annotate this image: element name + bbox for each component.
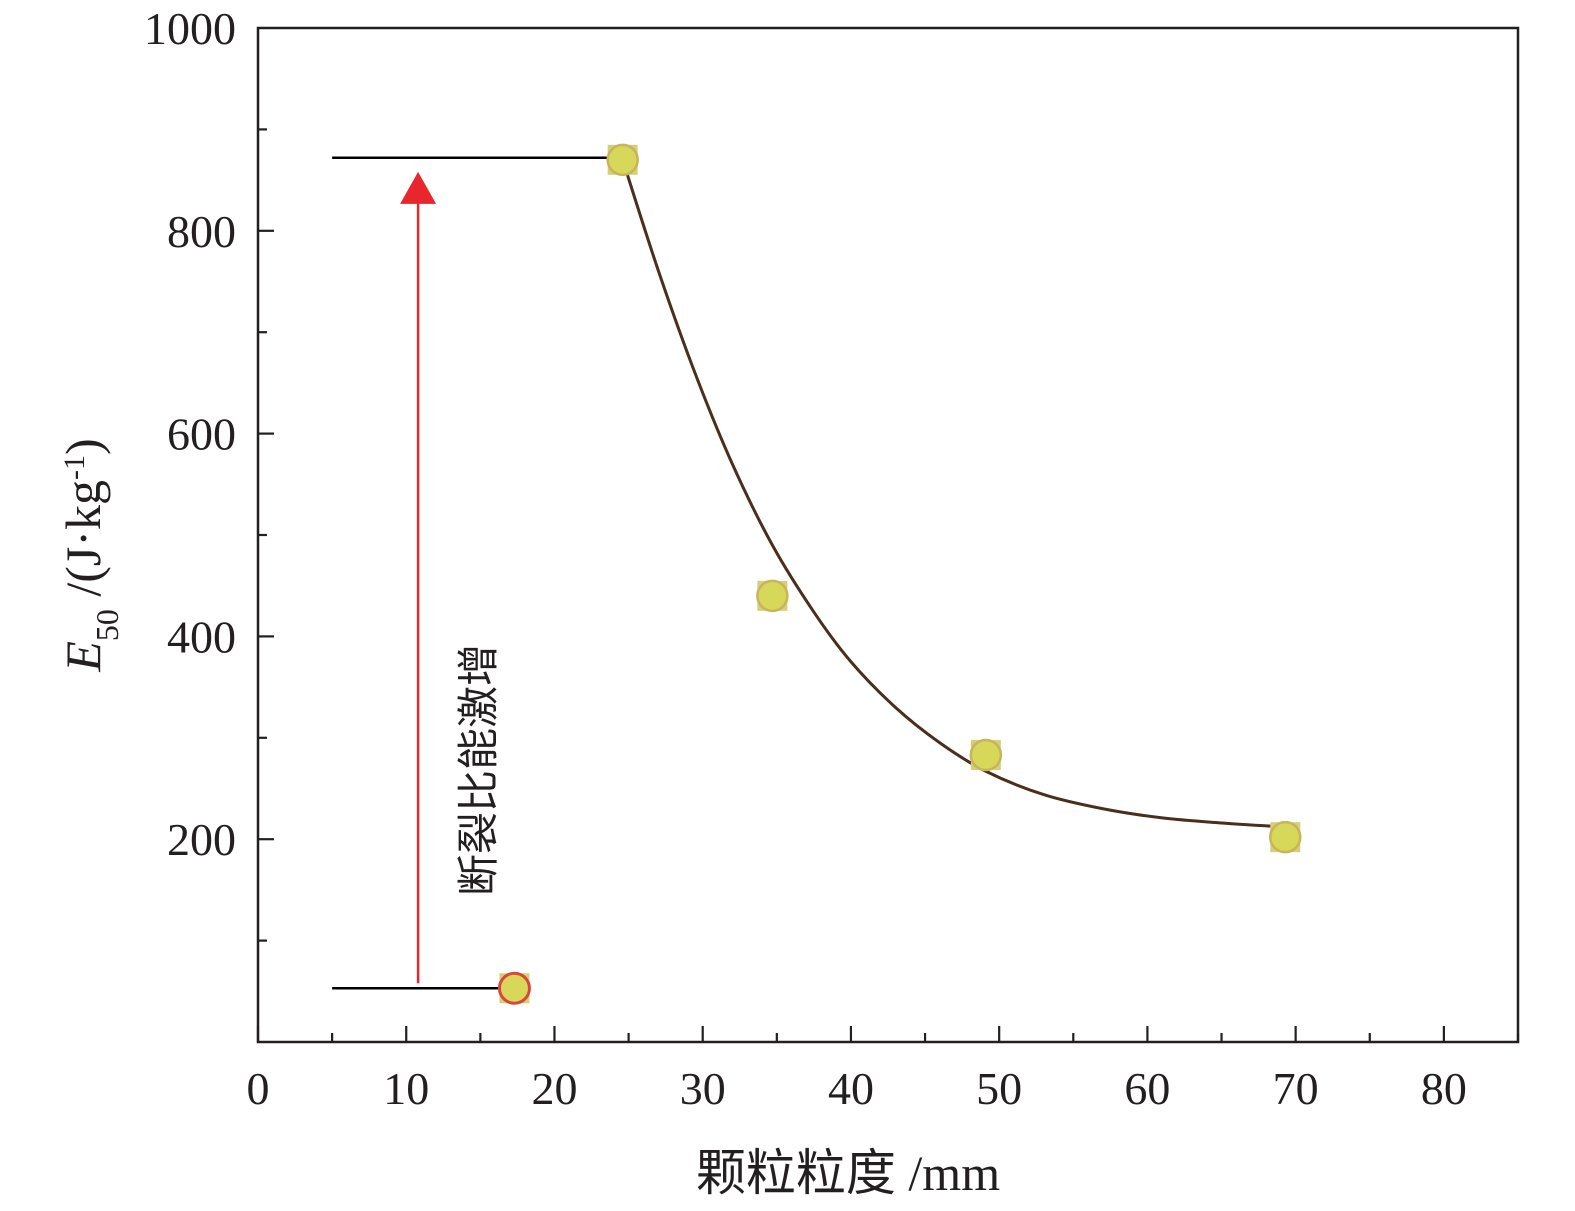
x-tick-label: 70: [1273, 1063, 1319, 1114]
y-axis-title: E50 /(J·kg-1): [55, 438, 125, 672]
axes: [256, 26, 1520, 1044]
data-point: [606, 143, 639, 177]
y-tick-label: 600: [167, 409, 236, 460]
plot-frame: [256, 26, 1520, 1044]
data-point: [1269, 820, 1302, 854]
axis-labels: 0 10 20 30 40 50 60 70 80 200 400 600 800 1000 颗粒粒度 /m…: [55, 3, 1467, 1201]
y-tick-label: 800: [167, 206, 236, 257]
data-point-circle: [497, 971, 531, 1005]
x-tick-label: 60: [1124, 1063, 1170, 1114]
x-tick-label: 30: [680, 1063, 726, 1114]
increase-arrow-head: [400, 171, 437, 204]
annotation-text: 断裂比能激增: [454, 644, 503, 896]
x-tick-label: 80: [1421, 1063, 1467, 1114]
annotations: 断裂比能激增: [332, 156, 623, 990]
x-tick-label: 10: [383, 1063, 429, 1114]
x-tick-label: 40: [828, 1063, 874, 1114]
data-point: [497, 971, 531, 1005]
data-point-circle: [606, 143, 639, 177]
x-tick-label: 20: [531, 1063, 577, 1114]
x-axis-title: 颗粒粒度 /mm: [696, 1145, 1000, 1201]
data-points: [497, 143, 1302, 1005]
x-tick-label: 0: [247, 1063, 270, 1114]
data-point-circle: [756, 579, 789, 613]
data-point-circle: [1269, 820, 1302, 854]
data-point: [756, 579, 789, 613]
y-tick-label: 200: [167, 814, 236, 865]
y-tick-label: 1000: [144, 3, 236, 54]
data-point-circle: [969, 738, 1003, 772]
fit-curve-layer: [621, 159, 1286, 829]
y-tick-label: 400: [167, 611, 236, 662]
fit-curve: [621, 159, 1286, 829]
data-point: [969, 738, 1003, 772]
x-tick-label: 50: [976, 1063, 1022, 1114]
